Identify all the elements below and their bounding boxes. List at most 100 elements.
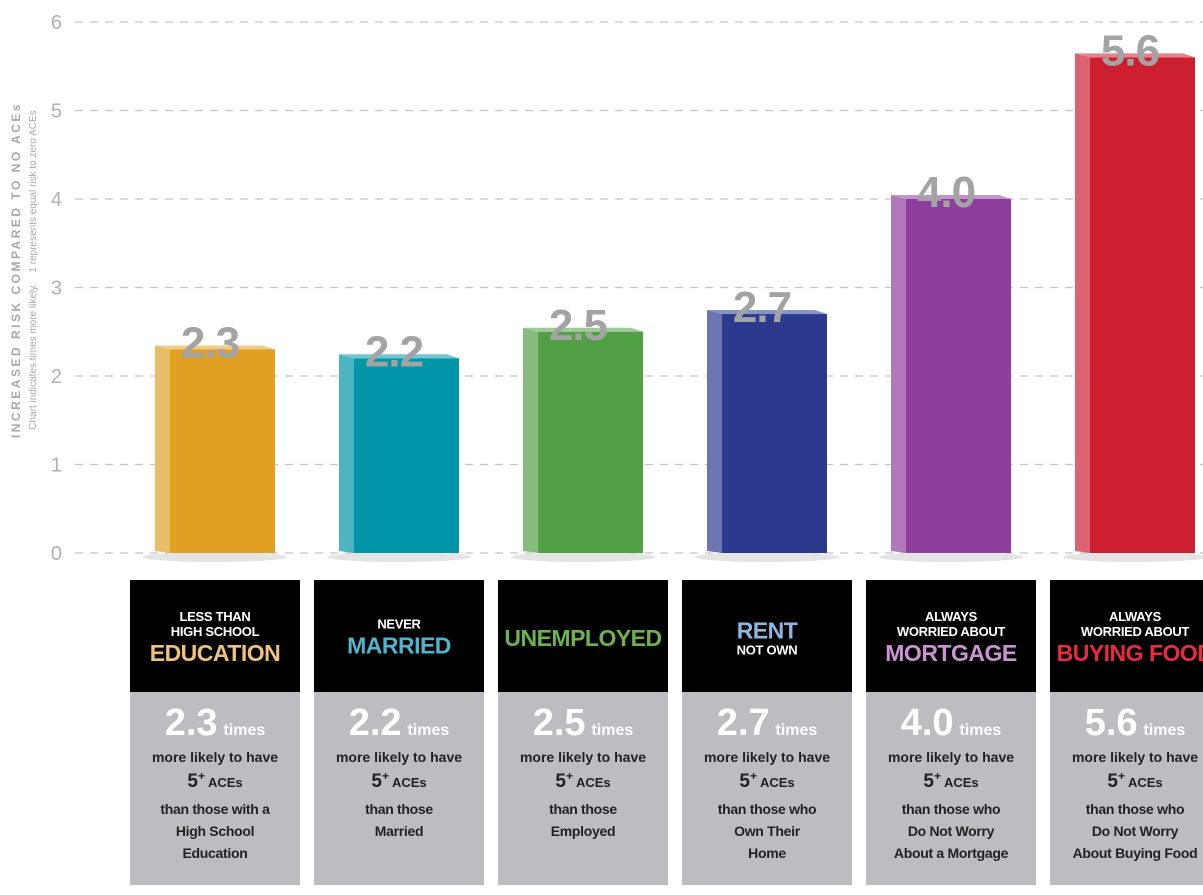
- comparison-text: Employed: [551, 823, 616, 839]
- value-label: 2.7: [733, 283, 791, 332]
- callout-text: more likely to have: [520, 749, 646, 765]
- comparison-text: Education: [183, 845, 248, 861]
- comparison-text: About Buying Food: [1073, 845, 1198, 861]
- aces-plus: +: [750, 769, 757, 783]
- category-text: HIGH SCHOOL: [171, 624, 260, 639]
- callout-box: [130, 692, 300, 885]
- comparison-text: than those who: [718, 801, 816, 817]
- bar-shadow: [1063, 552, 1203, 562]
- bar-top: [891, 195, 1011, 199]
- comparison-text: than those: [365, 801, 433, 817]
- aces-text: ACEs: [1128, 775, 1163, 790]
- comparison-text: than those with a: [160, 801, 270, 817]
- y-tick-label: 0: [51, 543, 62, 565]
- comparison-text: Married: [375, 823, 423, 839]
- category-highlight: RENT: [737, 618, 798, 644]
- comparison-text: High School: [176, 823, 254, 839]
- bar: [354, 358, 459, 553]
- callout-number: 2.5 times: [533, 702, 634, 744]
- y-axis-label: INCREASED RISK COMPARED TO NO ACEs: [9, 102, 23, 438]
- category-box: [1050, 580, 1203, 692]
- bar-side: [707, 310, 722, 553]
- callout-text: more likely to have: [1072, 749, 1198, 765]
- callout-aces: 5+ ACEs: [923, 769, 978, 792]
- category-text: ALWAYS: [1109, 609, 1162, 624]
- callout-times: times: [592, 722, 634, 739]
- category-text: ALWAYS: [925, 609, 978, 624]
- comparison-text: than those: [549, 801, 617, 817]
- y-tick-label: 5: [51, 101, 62, 123]
- callout-value: 2.5: [533, 702, 586, 744]
- comparison-text: than those who: [1086, 801, 1184, 817]
- bar-shadow: [695, 552, 839, 562]
- category-box: [498, 580, 668, 692]
- callout-text: more likely to have: [888, 749, 1014, 765]
- aces-text: ACEs: [576, 775, 611, 790]
- aces-number: 5: [187, 771, 198, 792]
- bar-shadow: [511, 552, 655, 562]
- callout-times: times: [960, 722, 1002, 739]
- category-highlight: EDUCATION: [150, 640, 281, 666]
- callout-number: 4.0 times: [901, 702, 1002, 744]
- bar-shadow: [879, 552, 1023, 562]
- value-label: 2.5: [549, 301, 608, 350]
- callout-value: 2.3: [165, 702, 218, 744]
- bar-shadow: [143, 552, 287, 562]
- callout-aces: 5+ ACEs: [1107, 769, 1162, 792]
- category-box: [314, 580, 484, 692]
- category-box: [130, 580, 300, 692]
- bar-top: [155, 345, 275, 350]
- bar-top: [523, 327, 643, 332]
- callout-times: times: [1144, 722, 1186, 739]
- category-text: NEVER: [377, 617, 421, 632]
- comparison-text: Home: [748, 845, 786, 861]
- callout-times: times: [776, 722, 818, 739]
- bar: [722, 314, 827, 553]
- aces-plus: +: [566, 769, 573, 783]
- callout-aces: 5+ ACEs: [371, 769, 426, 792]
- bar-side: [339, 354, 354, 553]
- value-label: 2.2: [365, 327, 423, 376]
- aces-number: 5: [739, 771, 750, 792]
- aces-number: 5: [371, 771, 382, 792]
- aces-text: ACEs: [944, 775, 979, 790]
- callout-number: 2.2 times: [349, 702, 450, 744]
- category-text: LESS THAN: [180, 609, 251, 624]
- bar-shadow: [327, 552, 471, 562]
- bar-side: [155, 345, 170, 553]
- callout-number: 5.6 times: [1085, 702, 1186, 744]
- callout-box: [314, 692, 484, 885]
- callout-box: [866, 692, 1036, 885]
- category-box: [682, 580, 852, 692]
- category-text: WORRIED ABOUT: [1081, 624, 1190, 639]
- bar-top: [1075, 53, 1195, 58]
- callout-number: 2.3 times: [165, 702, 266, 744]
- y-tick-label: 4: [51, 189, 62, 211]
- aces-number: 5: [555, 771, 566, 792]
- callout-box: [498, 692, 668, 885]
- callout-value: 2.2: [349, 702, 402, 744]
- category-highlight: MARRIED: [347, 633, 451, 659]
- callout-aces: 5+ ACEs: [555, 769, 610, 792]
- category-highlight: BUYING FOOD: [1057, 640, 1203, 666]
- aces-plus: +: [934, 769, 941, 783]
- bar-top: [707, 310, 827, 315]
- aces-text: ACEs: [760, 775, 795, 790]
- bar-top: [339, 354, 459, 359]
- bar-side: [891, 195, 906, 553]
- y-tick-label: 6: [51, 12, 62, 34]
- aces-number: 5: [1107, 771, 1118, 792]
- y-axis-subtitle: Chart indicates times more likely. 1 rep…: [28, 110, 39, 429]
- callout-box: [1050, 692, 1203, 885]
- comparison-text: Do Not Worry: [1092, 823, 1179, 839]
- bar-side: [523, 327, 538, 553]
- category-text: NOT OWN: [737, 643, 798, 658]
- callout-aces: 5+ ACEs: [187, 769, 242, 792]
- value-label: 2.3: [181, 318, 239, 367]
- bar: [1090, 57, 1195, 554]
- comparison-text: than those who: [902, 801, 1000, 817]
- category-box: [866, 580, 1036, 692]
- y-tick-label: 3: [51, 278, 62, 300]
- comparison-text: About a Mortgage: [894, 845, 1009, 861]
